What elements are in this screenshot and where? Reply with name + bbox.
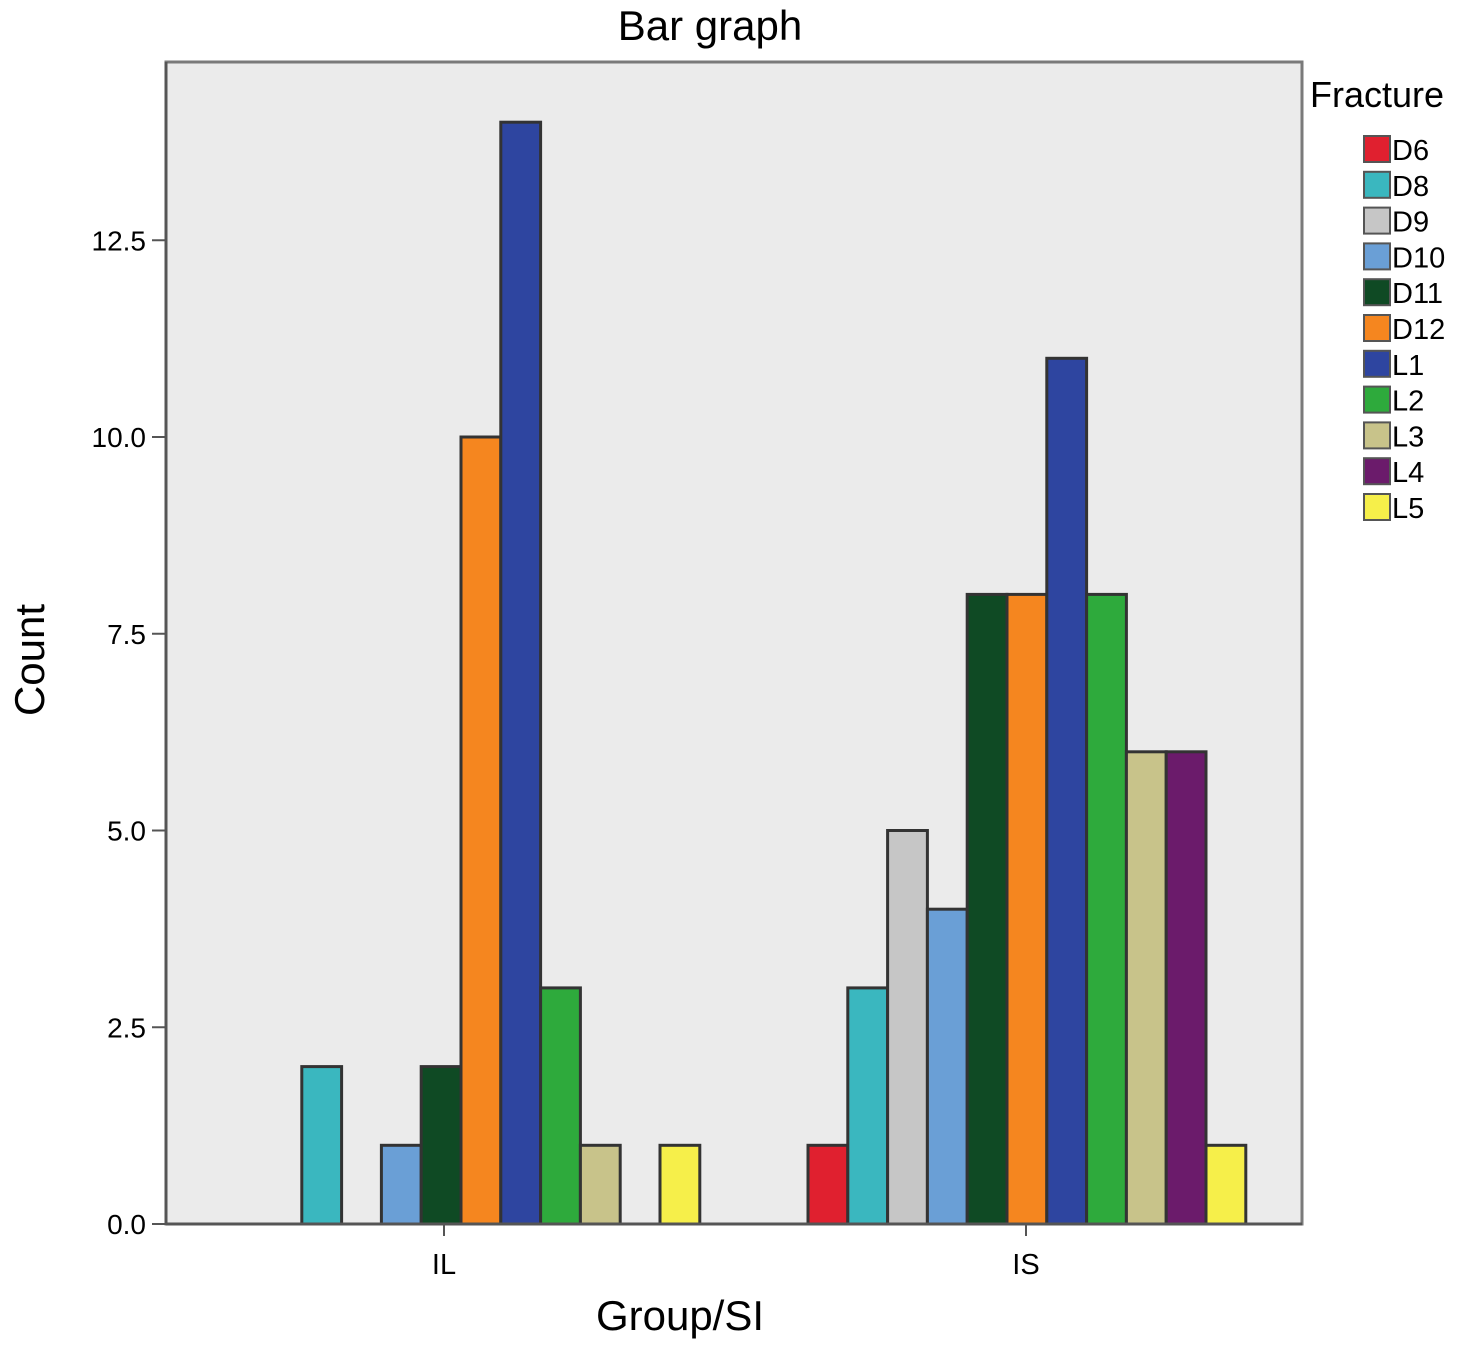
legend-swatch-d8 xyxy=(1363,170,1391,199)
bar-is-l2 xyxy=(1085,592,1128,1226)
legend-label-d10: D10 xyxy=(1392,242,1445,274)
bar-is-l4 xyxy=(1164,750,1208,1226)
bar-il-l5 xyxy=(658,1143,702,1226)
x-tick-label-il: IL xyxy=(432,1249,456,1281)
legend-swatch-d6 xyxy=(1363,135,1391,163)
bar-is-l1 xyxy=(1045,356,1089,1226)
bar-is-l3 xyxy=(1124,750,1168,1226)
bar-is-l5 xyxy=(1204,1143,1248,1226)
y-tick-label: 0.0 xyxy=(107,1209,146,1240)
legend-label-d12: D12 xyxy=(1392,314,1445,346)
legend-swatch-d11 xyxy=(1363,278,1391,307)
legend-label-d8: D8 xyxy=(1392,171,1429,203)
bar-il-l2 xyxy=(539,986,582,1226)
legend-swatch-d10 xyxy=(1363,242,1391,271)
legend-label-l3: L3 xyxy=(1392,421,1424,453)
x-axis-label: Group/SI xyxy=(596,1292,764,1339)
y-tick-label: 2.5 xyxy=(107,1012,146,1043)
y-tick-label: 12.5 xyxy=(92,225,147,256)
bar-is-d6 xyxy=(806,1143,850,1226)
legend-title: Fracture xyxy=(1310,74,1444,115)
legend-label-d9: D9 xyxy=(1392,207,1429,239)
legend-swatch-l3 xyxy=(1363,421,1391,450)
legend-label-l1: L1 xyxy=(1392,350,1424,382)
x-axis-ticks: IL IS xyxy=(432,1224,1040,1281)
bar-il-l3 xyxy=(578,1143,622,1226)
legend-label-l5: L5 xyxy=(1392,493,1424,525)
bar-is-d10 xyxy=(925,907,969,1226)
bar-is-d9 xyxy=(886,829,929,1226)
legend-swatch-d9 xyxy=(1363,206,1391,235)
legend-swatch-l2 xyxy=(1363,385,1391,414)
bar-il-d11 xyxy=(419,1065,463,1226)
legend-swatch-l4 xyxy=(1363,457,1391,486)
legend-swatch-l1 xyxy=(1363,349,1391,378)
bar-il-d8 xyxy=(300,1065,344,1226)
bar-il-d10 xyxy=(379,1143,423,1226)
bars xyxy=(300,120,1248,1226)
y-axis-ticks: 0.0 2.5 5.0 7.5 10.0 12.5 xyxy=(92,225,166,1240)
y-tick-label: 5.0 xyxy=(107,816,146,847)
legend-label-l2: L2 xyxy=(1392,386,1424,418)
y-axis-label: Count xyxy=(6,604,53,716)
legend-swatch-d12 xyxy=(1363,314,1391,342)
bar-il-l1 xyxy=(499,120,543,1226)
bar-is-d11 xyxy=(965,592,1009,1226)
legend-label-l4: L4 xyxy=(1392,457,1424,489)
legend-label-d11: D11 xyxy=(1392,278,1443,310)
legend-label-d6: D6 xyxy=(1392,135,1429,167)
legend-swatch-l5 xyxy=(1363,493,1391,521)
chart-title: Bar graph xyxy=(618,2,802,49)
bar-il-d12 xyxy=(459,435,503,1226)
bar-is-d12 xyxy=(1005,592,1049,1226)
bar-is-d8 xyxy=(846,986,890,1226)
x-tick-label-is: IS xyxy=(1012,1249,1039,1281)
y-tick-label: 7.5 xyxy=(107,619,146,650)
y-tick-label: 10.0 xyxy=(92,422,147,453)
